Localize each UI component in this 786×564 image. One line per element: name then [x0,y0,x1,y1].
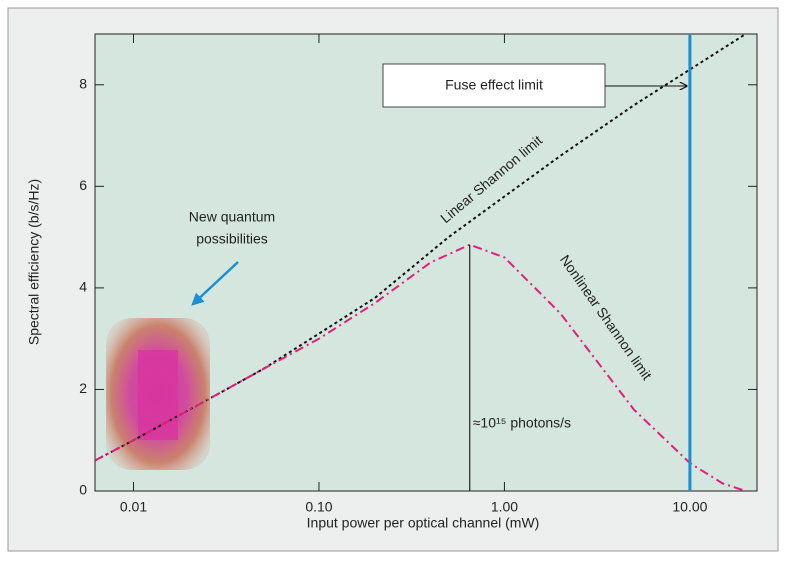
y-axis-label: Spectral efficiency (b/s/Hz) [26,179,42,345]
arrow [191,261,239,306]
quantum-core [138,350,178,440]
annotation: New quantum [189,209,275,225]
x-axis-label: Input power per optical channel (mW) [307,515,540,531]
x-tick-label: 1.00 [491,499,518,515]
fuse-box [382,63,606,108]
x-tick-label: 0.01 [120,499,147,515]
y-tick-label: 6 [79,177,87,193]
annotation: possibilities [196,231,268,247]
x-tick-label: 10.00 [672,499,707,515]
line-series [94,243,747,492]
y-tick-label: 4 [79,279,87,295]
fuse-label: Fuse effect limit [445,77,543,93]
x-tick-label: 0.10 [305,499,332,515]
y-tick-label: 0 [79,482,87,498]
y-tick-label: 2 [79,380,87,396]
annotation: ≈10¹⁵ photons/s [473,415,571,431]
y-tick-label: 8 [79,75,87,91]
